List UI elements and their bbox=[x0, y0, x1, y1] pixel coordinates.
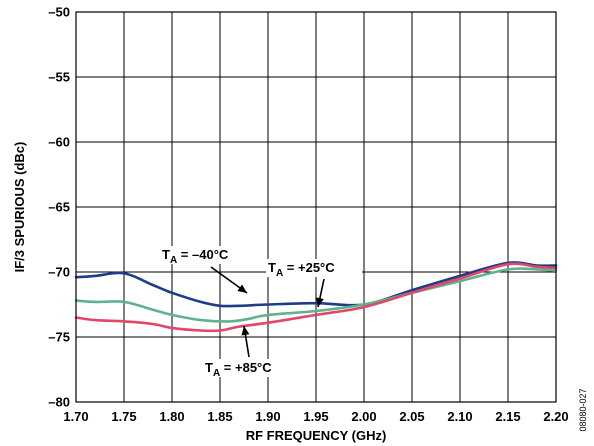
x-tick-label: 2.00 bbox=[351, 409, 376, 424]
x-axis-label: RF FREQUENCY (GHz) bbox=[246, 428, 387, 443]
series-line-0 bbox=[74, 261, 558, 308]
x-tick-label: 1.90 bbox=[255, 409, 280, 424]
x-tick-label: 1.75 bbox=[111, 409, 136, 424]
x-tick-label: 1.85 bbox=[207, 409, 232, 424]
y-tick-label: –70 bbox=[48, 265, 70, 280]
series-lines bbox=[74, 261, 558, 333]
x-tick-label: 2.20 bbox=[543, 409, 568, 424]
arrow-head bbox=[241, 326, 250, 336]
arrow-head bbox=[315, 297, 324, 307]
arrow-head bbox=[237, 284, 247, 293]
x-tick-label: 1.80 bbox=[159, 409, 184, 424]
series-line-2 bbox=[74, 262, 558, 333]
y-tick-label: –80 bbox=[48, 395, 70, 410]
y-axis-label: IF/3 SPURIOUS (dBc) bbox=[12, 142, 27, 273]
annotation-backing bbox=[203, 359, 299, 377]
annotations: TA = –40°C TA = +25°C TA = +85°C bbox=[160, 246, 362, 379]
y-tick-label: –60 bbox=[48, 135, 70, 150]
x-tick-label: 2.10 bbox=[447, 409, 472, 424]
x-tick-labels: 1.70 1.75 1.80 1.85 1.90 1.95 2.00 2.05 2.10 2.15… bbox=[63, 409, 568, 424]
grid bbox=[76, 12, 556, 402]
x-tick-label: 1.95 bbox=[303, 409, 328, 424]
y-tick-label: –65 bbox=[48, 200, 70, 215]
x-tick-label: 2.15 bbox=[495, 409, 520, 424]
y-tick-label: –50 bbox=[48, 5, 70, 20]
annotation-label: TA = +85°C bbox=[205, 360, 272, 379]
annotation-0: TA = –40°C bbox=[160, 246, 256, 294]
annotation-backing bbox=[160, 246, 256, 264]
figure-id: 08080-027 bbox=[578, 388, 588, 431]
plot-frame bbox=[75, 11, 557, 403]
annotation-2: TA = +85°C bbox=[203, 325, 299, 379]
annotation-1: TA = +25°C bbox=[266, 259, 362, 308]
annotation-label: TA = +25°C bbox=[268, 260, 335, 279]
annotation-backing bbox=[266, 259, 362, 277]
x-tick-label: 1.70 bbox=[63, 409, 88, 424]
series-line-1 bbox=[74, 267, 558, 323]
x-tick-label: 2.05 bbox=[399, 409, 424, 424]
y-tick-label: –75 bbox=[48, 330, 70, 345]
y-tick-labels: –50 –55 –60 –65 –70 –75 –80 bbox=[48, 5, 70, 410]
annotation-label: TA = –40°C bbox=[162, 247, 229, 266]
y-tick-label: –55 bbox=[48, 70, 70, 85]
